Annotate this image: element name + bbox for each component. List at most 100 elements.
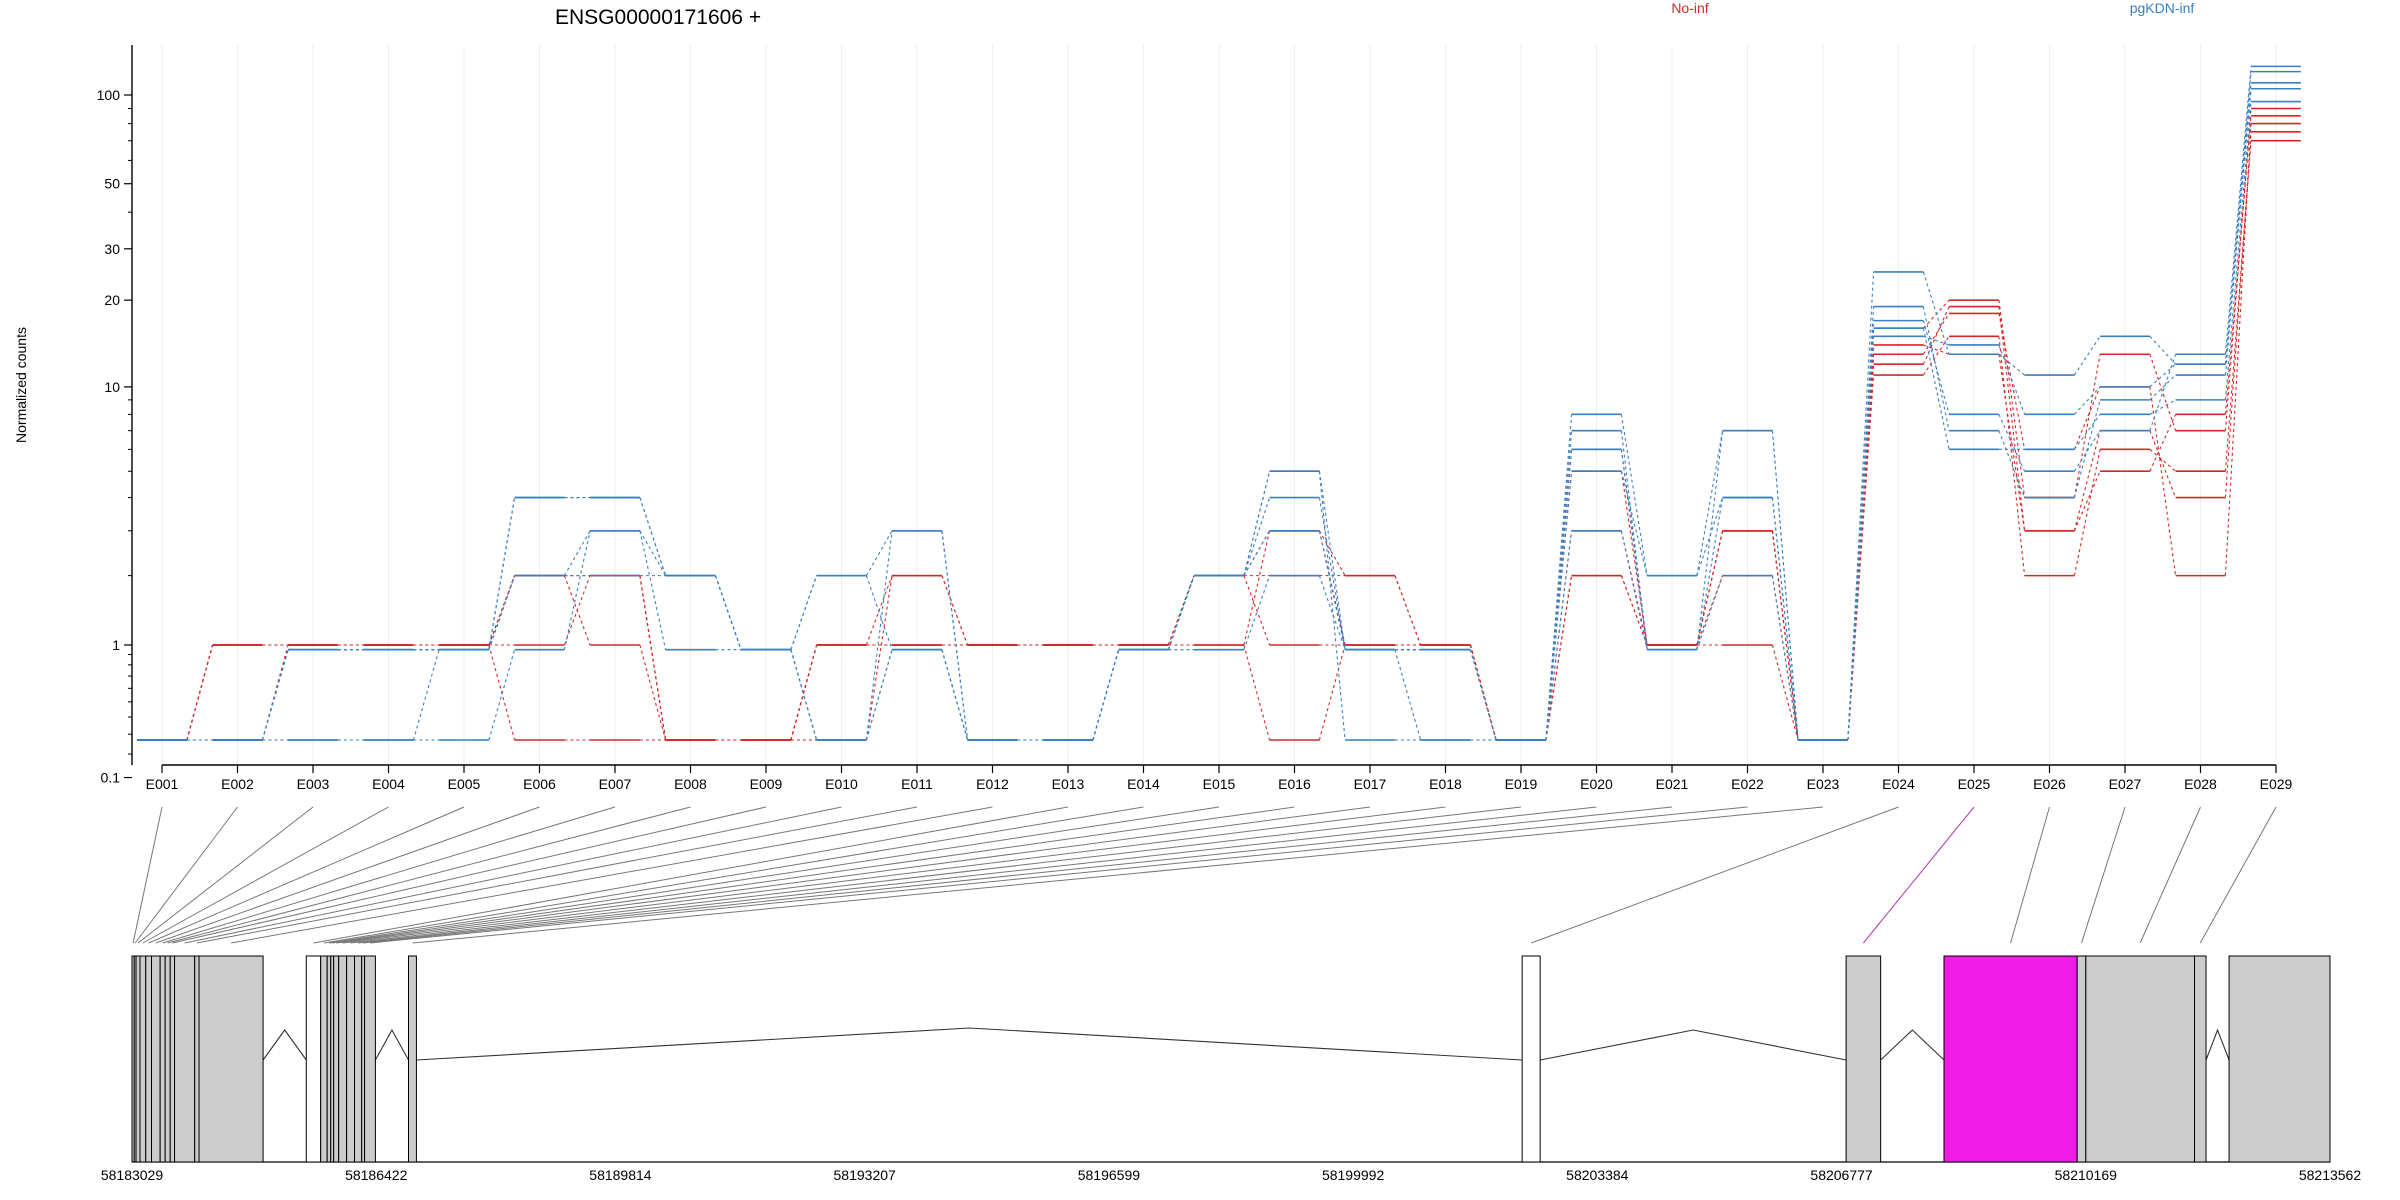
series-connector [1167, 575, 1195, 650]
x-tick-label-E016: E016 [1278, 776, 1311, 792]
genomic-tick-label: 58183029 [101, 1167, 164, 1183]
series-connector [1243, 497, 1271, 576]
connector-E002 [134, 806, 238, 944]
series-connector [941, 530, 969, 741]
series-connector [865, 649, 893, 741]
exon-box-E028 [2085, 955, 2196, 1163]
exon-box-E017 [333, 955, 340, 1163]
exon-box-E022 [364, 955, 376, 1163]
series-connector [1771, 644, 1799, 741]
series-connector [2149, 374, 2176, 401]
exon-box-E003 [135, 955, 141, 1163]
series-connector [1469, 649, 1497, 741]
series-connector [2224, 131, 2252, 498]
series-lines [137, 65, 2301, 741]
series-connector [1092, 649, 1120, 741]
series-connector [1696, 497, 1724, 650]
x-tick-label-E014: E014 [1127, 776, 1160, 792]
series-connector [1696, 497, 1724, 576]
series-connector [1847, 271, 1875, 741]
series-connector [1620, 530, 1648, 650]
series-connector [563, 530, 591, 576]
connector-E016 [332, 806, 1295, 944]
series-connector [2073, 399, 2101, 498]
connector-E013 [313, 806, 1069, 944]
series-connector [865, 575, 893, 741]
x-tick-label-E024: E024 [1882, 776, 1915, 792]
gene-model-track: 58183029 58186422 58189814 58193207 58196599… [101, 955, 2361, 1183]
series-connector [488, 649, 516, 741]
series-connector [488, 497, 516, 650]
series-connector [941, 649, 969, 741]
series-connector [1318, 497, 1346, 650]
connector-E027 [2081, 806, 2126, 944]
connector-E023 [412, 806, 1824, 944]
series-connector [2149, 399, 2176, 415]
series-connector [1696, 530, 1724, 646]
series-connector [186, 644, 214, 741]
connector-E026 [2010, 806, 2050, 944]
genomic-tick-label: 58210169 [2055, 1167, 2118, 1183]
connector-E003 [137, 806, 314, 944]
series-connector [865, 575, 893, 650]
connector-E005 [148, 806, 465, 944]
connector-E019 [350, 806, 1522, 944]
series-connector [412, 649, 440, 741]
series-connector [2224, 115, 2252, 415]
connector-E014 [323, 806, 1144, 944]
legend-entry-no-inf: No-inf [1671, 0, 1708, 16]
series-connector [1847, 336, 1875, 741]
series-connector [261, 649, 289, 741]
series-connector [2073, 449, 2101, 576]
series-connector [1998, 344, 2026, 415]
connector-E007 [162, 806, 616, 944]
connector-E022 [369, 806, 1748, 944]
series-connector [639, 497, 667, 576]
series-connector [1922, 271, 1950, 355]
series-connector [2073, 414, 2101, 450]
series-connector [1922, 306, 1950, 365]
x-tick-label-E011: E011 [901, 776, 933, 792]
exon-box-E008 [164, 955, 171, 1163]
series-connector [2073, 430, 2101, 531]
series-connector [2149, 363, 2176, 388]
series-connector [2149, 414, 2177, 472]
series-connector [2149, 448, 2176, 472]
series-connector [1318, 471, 1346, 650]
series-connector [1771, 530, 1799, 741]
series-connector [1545, 471, 1573, 741]
series-connector [2224, 82, 2252, 376]
exon-box-E013 [305, 955, 322, 1163]
x-tick-label-E028: E028 [2184, 776, 2217, 792]
x-tick-label-E015: E015 [1203, 776, 1236, 792]
series-connector [2073, 354, 2101, 498]
series-connector [1998, 336, 2026, 576]
connector-E008 [167, 806, 691, 944]
exon-box-E007 [159, 955, 166, 1163]
connector-E004 [142, 806, 389, 944]
x-tick-label-E021: E021 [1656, 776, 1689, 792]
series-connector [563, 530, 591, 650]
x-tick-label-E023: E023 [1807, 776, 1840, 792]
exon-box-E015 [326, 955, 332, 1163]
exon-box-E011 [194, 955, 200, 1163]
exon-connector-lines [132, 806, 2277, 944]
series-connector [1696, 430, 1724, 576]
x-tick-label-E017: E017 [1354, 776, 1387, 792]
series-connector [865, 530, 893, 576]
x-tick-label-E029: E029 [2260, 776, 2293, 792]
x-tick-label-E025: E025 [1958, 776, 1991, 792]
connector-E009 [172, 806, 767, 944]
x-tick-label-E022: E022 [1731, 776, 1764, 792]
series-connector [941, 575, 969, 646]
x-tick-label-E027: E027 [2109, 776, 2142, 792]
exon-box-E010 [174, 955, 196, 1163]
connector-E011 [196, 806, 918, 944]
series-connector [1998, 430, 2026, 498]
y-tick-label: 100 [97, 87, 121, 103]
series-connector [1394, 649, 1422, 741]
y-tick-label: 1 [112, 637, 120, 653]
series-connector [1922, 328, 1950, 450]
series-connector [1243, 530, 1271, 576]
chart-title: ENSG00000171606 + [555, 6, 761, 29]
